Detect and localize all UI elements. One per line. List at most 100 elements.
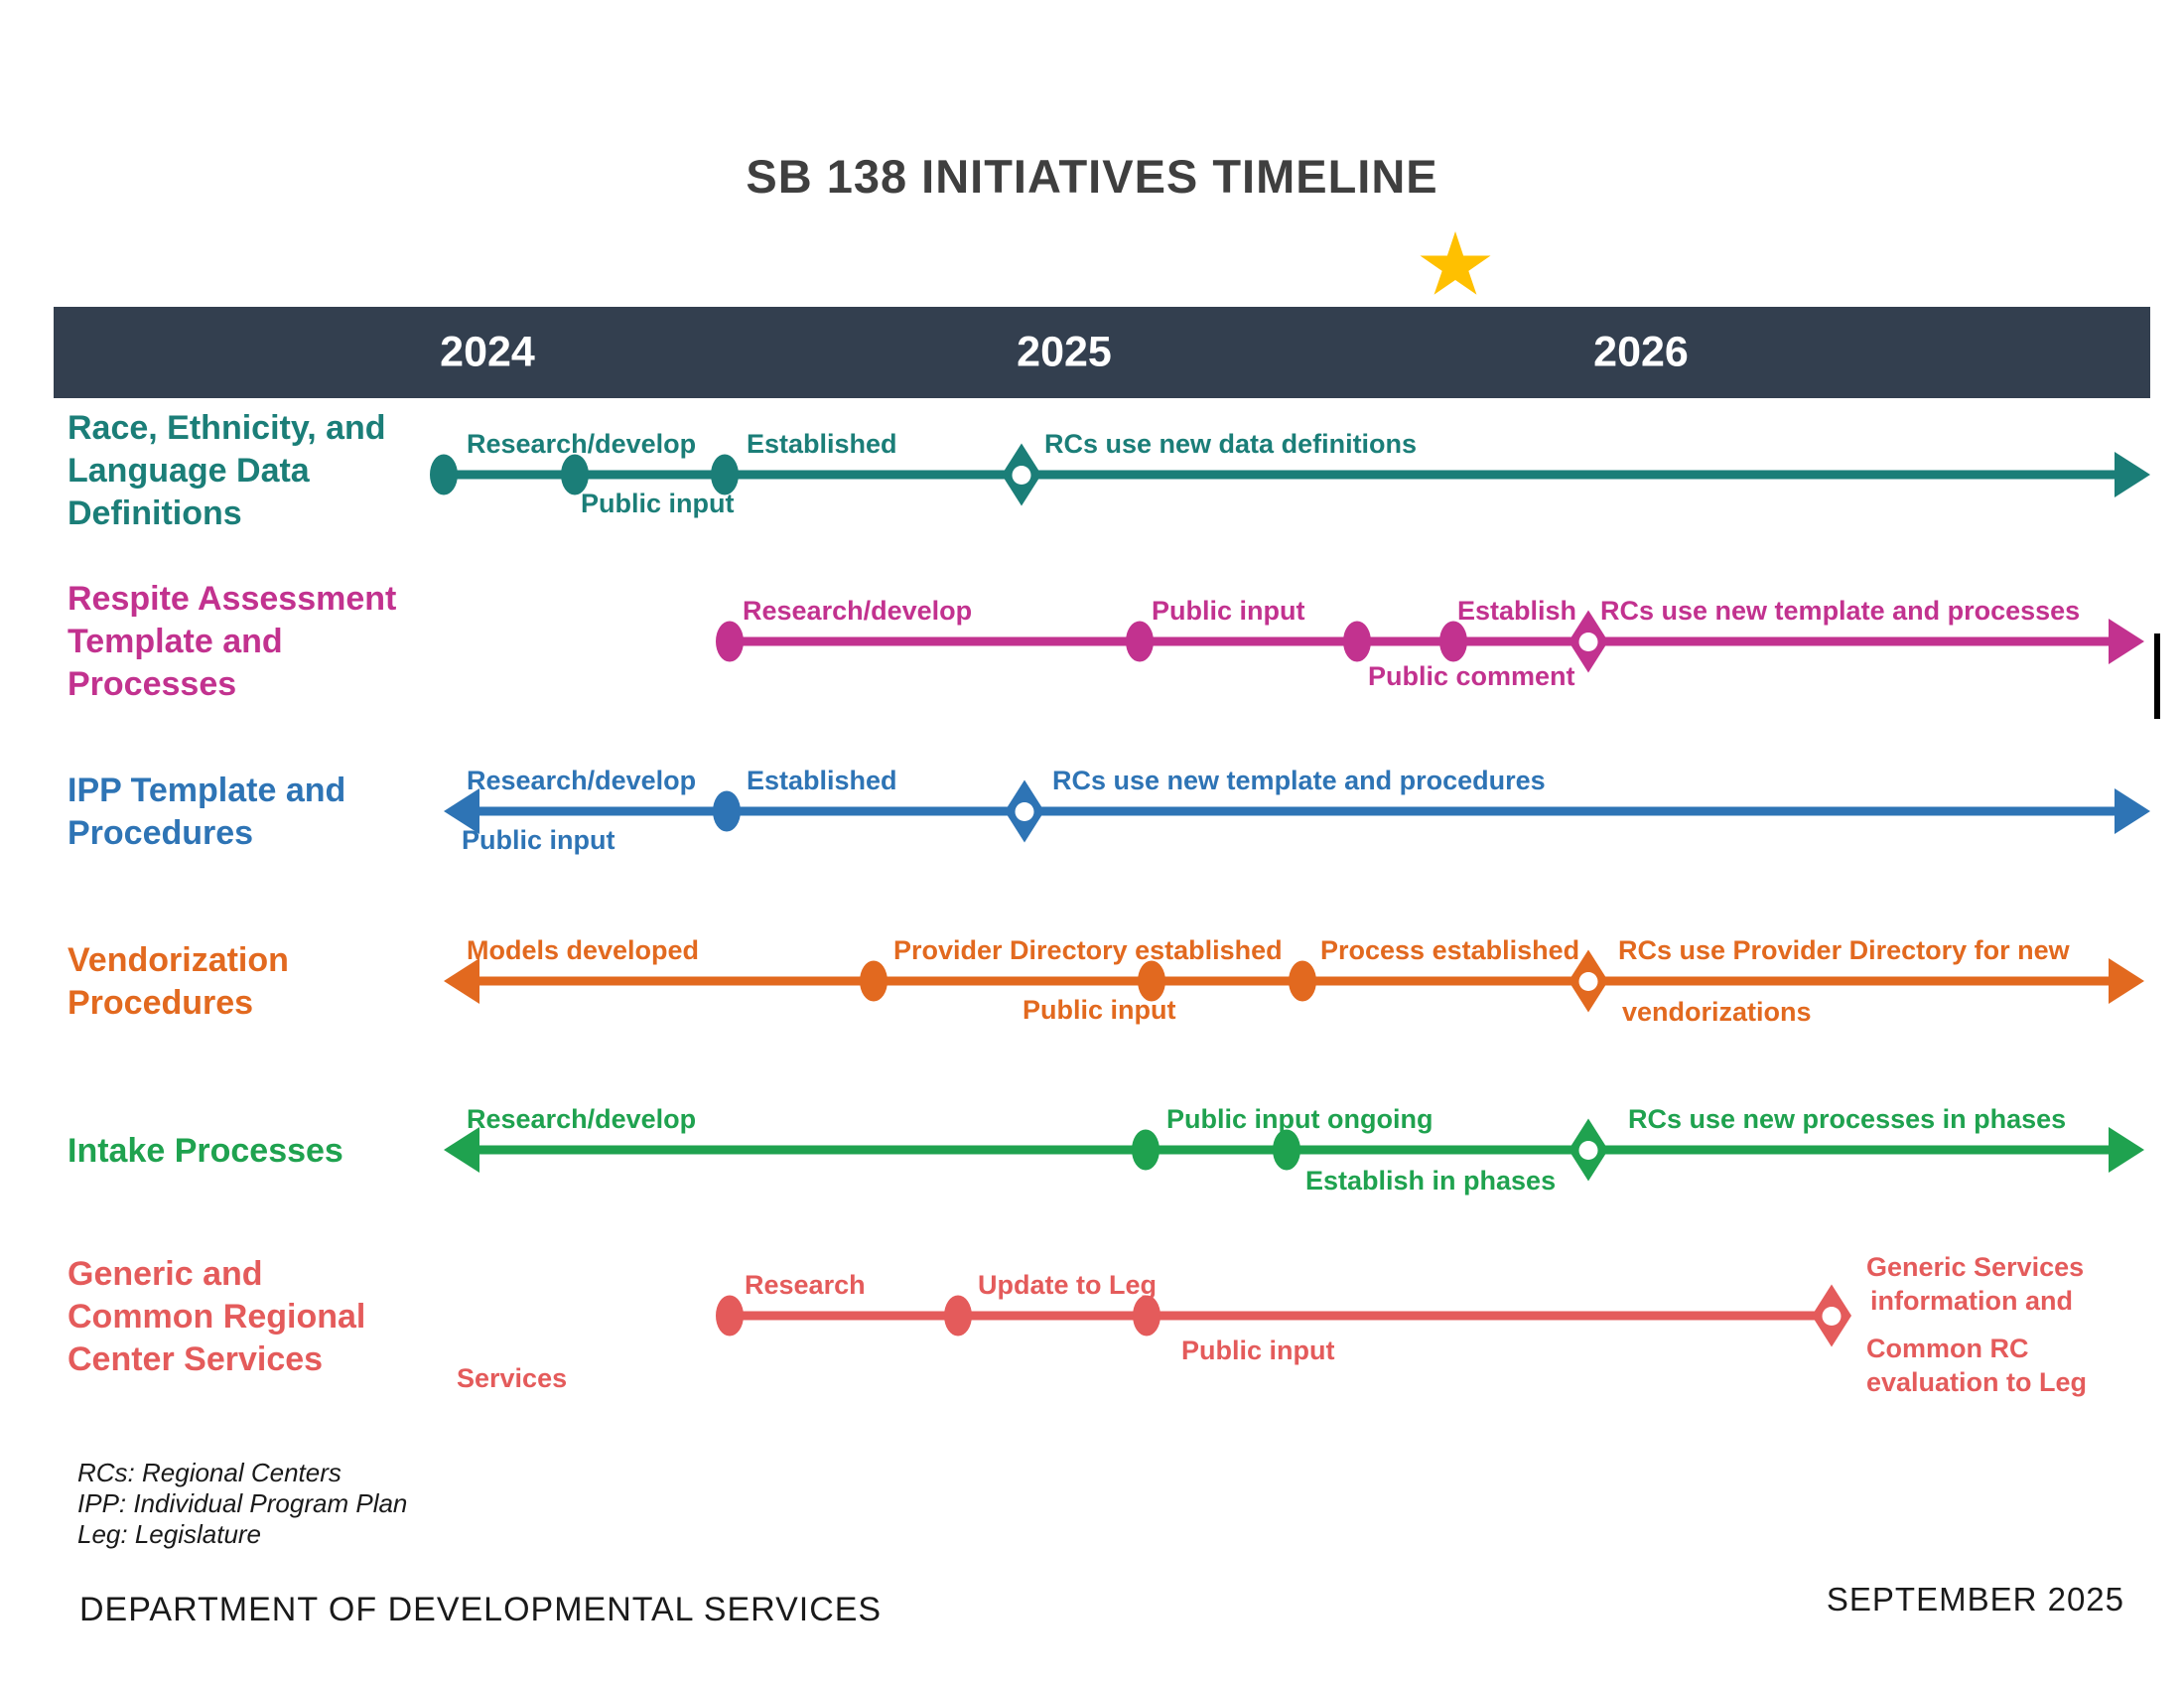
milestone-label: Public input ongoing: [1166, 1104, 1433, 1134]
row-label-line: Procedures: [68, 814, 254, 852]
row-label-generic-and-common-regional-center-services: Generic and Common Regional Center Service…: [68, 1253, 365, 1381]
milestone-label: Public comment: [1368, 661, 1575, 691]
milestone-label: RCs use Provider Directory for new: [1618, 935, 2070, 965]
footer-date: SEPTEMBER 2025: [1826, 1581, 2124, 1618]
milestone-label: Research: [745, 1270, 866, 1300]
milestone-dot: [430, 454, 458, 495]
diamond-hole: [1015, 801, 1034, 821]
left-arrowhead: [444, 1127, 479, 1173]
row-label-line: Procedures: [68, 984, 254, 1022]
milestone-label: RCs use new template and procedures: [1052, 766, 1546, 795]
timeline-line: [730, 636, 2116, 646]
milestone-dot: [1289, 960, 1316, 1002]
abbreviation-legend: RCs: Regional Centers IPP: Individual Pro…: [77, 1458, 407, 1550]
milestone-label: Services: [457, 1363, 568, 1393]
right-arrowhead: [2109, 958, 2144, 1004]
milestone-dot: [860, 960, 887, 1002]
right-arrowhead: [2115, 452, 2150, 497]
milestone-label: evaluation to Leg: [1866, 1367, 2088, 1397]
milestone-label: RCs use new data definitions: [1044, 429, 1418, 459]
milestone-label: Public input: [1023, 995, 1176, 1025]
milestone-label: Established: [747, 429, 897, 459]
diamond-hole: [1578, 632, 1598, 651]
milestone-label: Establish: [1457, 596, 1577, 626]
right-arrowhead: [2109, 1127, 2144, 1173]
milestone-dot: [561, 454, 589, 495]
diamond-hole: [1578, 1140, 1598, 1160]
row-label-line: Intake Processes: [68, 1132, 343, 1170]
row-label-ipp-template-and-procedures: IPP Template and Procedures: [68, 770, 345, 855]
timeline-line: [730, 1311, 1832, 1321]
timeline-line: [472, 806, 2122, 816]
row-label-line: Race, Ethnicity, and: [68, 409, 386, 447]
row-label-line: Vendorization: [68, 941, 289, 979]
row-label-line: Respite Assessment: [68, 580, 397, 618]
milestone-label: Process established: [1320, 935, 1580, 965]
milestone-dot: [713, 790, 741, 832]
milestone-diamond: [1005, 779, 1044, 843]
year-label-2025: 2025: [1017, 328, 1112, 376]
milestone-label: Models developed: [467, 935, 700, 965]
milestone-label: Public input: [1181, 1336, 1335, 1365]
row-label-respite-assessment-template-and-processes: Respite Assessment Template and Processes: [68, 578, 396, 706]
timeline-line: [444, 470, 2122, 480]
milestone-label: Establish in phases: [1305, 1166, 1557, 1196]
milestone-label: Public input: [462, 825, 615, 855]
milestone-dot: [716, 1295, 744, 1336]
milestone-dot: [1138, 960, 1165, 1002]
right-arrowhead: [2115, 788, 2150, 834]
left-arrowhead: [444, 788, 479, 834]
legend-line: Leg: Legislature: [77, 1519, 262, 1549]
black-end-bar: [2154, 633, 2160, 719]
star-icon: [1420, 231, 1491, 295]
row-label-line: IPP Template and: [68, 772, 346, 809]
milestone-dot: [716, 621, 744, 662]
milestone-dot: [1133, 1295, 1160, 1336]
milestone-dot: [944, 1295, 972, 1336]
row-label-race-ethnicity-and-language-data-definitions: Race, Ethnicity, and Language Data Definit…: [68, 407, 386, 535]
milestone-dot: [1439, 621, 1467, 662]
milestone-label: Established: [747, 766, 897, 795]
row-label-vendorization-procedures: Vendorization Procedures: [68, 939, 289, 1025]
row-label-line: Center Services: [68, 1340, 324, 1378]
row-label-line: Generic and: [68, 1255, 263, 1293]
milestone-label: Public input: [581, 489, 735, 518]
milestone-label: Common RC: [1866, 1334, 2029, 1363]
milestone-label: Public input: [1152, 596, 1305, 626]
left-arrowhead: [444, 958, 479, 1004]
milestone-label: Research/develop: [467, 766, 697, 795]
page-title: SB 138 INITIATIVES TIMELINE: [746, 150, 1438, 203]
year-label-2026: 2026: [1593, 328, 1689, 376]
right-arrowhead: [2109, 619, 2144, 664]
row-label-line: Processes: [68, 665, 237, 703]
year-header-bar: 2024 2025 2026: [54, 307, 2150, 398]
milestone-diamond: [1002, 443, 1041, 506]
milestone-label: RCs use new template and processes: [1600, 596, 2081, 626]
row-label-line: Definitions: [68, 494, 242, 532]
diamond-hole: [1012, 465, 1031, 485]
row-label-intake-processes: Intake Processes: [68, 1130, 343, 1173]
milestone-dot: [711, 454, 739, 495]
milestone-label: information and: [1870, 1286, 2073, 1316]
milestone-dot: [1132, 1129, 1160, 1171]
row-label-line: Common Regional: [68, 1298, 366, 1336]
diamond-hole: [1578, 971, 1598, 991]
milestone-diamond: [1569, 1118, 1608, 1182]
footer-department: DEPARTMENT OF DEVELOPMENTAL SERVICES: [79, 1591, 883, 1628]
milestone-label: Generic Services: [1866, 1252, 2085, 1282]
milestone-label: Research/develop: [467, 1104, 697, 1134]
milestone-dot: [1343, 621, 1371, 662]
milestone-dot: [1126, 621, 1154, 662]
milestone-label: RCs use new processes in phases: [1628, 1104, 2067, 1134]
milestone-label: Update to Leg: [978, 1270, 1157, 1300]
milestone-label: Research/develop: [743, 596, 973, 626]
year-label-2024: 2024: [440, 328, 535, 376]
row-label-line: Language Data: [68, 452, 310, 490]
row-label-line: Template and: [68, 623, 283, 660]
legend-line: IPP: Individual Program Plan: [77, 1488, 408, 1518]
milestone-dot: [1273, 1129, 1300, 1171]
milestone-diamond: [1812, 1284, 1851, 1347]
milestone-label: Research/develop: [467, 429, 697, 459]
milestone-label: vendorizations: [1622, 997, 1812, 1027]
